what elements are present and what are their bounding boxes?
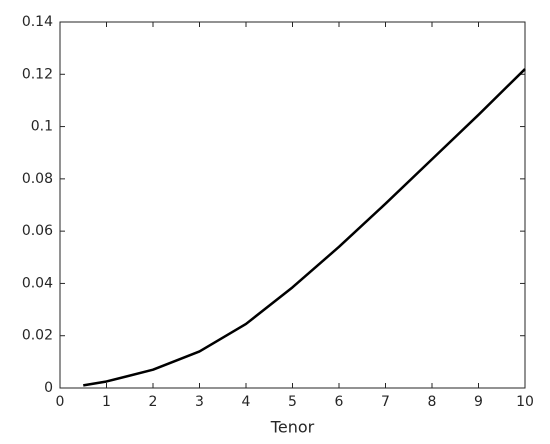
x-tick-label: 7 [381, 394, 390, 410]
x-tick-label: 10 [516, 394, 534, 410]
y-tick-label: 0.04 [22, 275, 53, 291]
x-tick-label: 6 [335, 394, 344, 410]
x-tick-label: 8 [428, 394, 437, 410]
x-tick-label: 9 [474, 394, 483, 410]
y-tick-label: 0.02 [22, 328, 53, 344]
x-tick-label: 3 [195, 394, 204, 410]
x-tick-label: 0 [56, 394, 65, 410]
plot-frame [59, 21, 526, 389]
x-axis-label: Tenor [270, 418, 315, 437]
y-tick-label: 0.1 [31, 119, 53, 135]
x-tick-label: 5 [288, 394, 297, 410]
y-tick-label: 0 [44, 380, 53, 396]
x-tick-label: 4 [242, 394, 251, 410]
y-tick-label: 0.14 [22, 14, 53, 30]
y-tick-label: 0.12 [22, 66, 53, 82]
x-tick-label: 1 [102, 394, 111, 410]
y-tick-label: 0.06 [22, 223, 53, 239]
x-tick-label: 2 [149, 394, 158, 410]
y-tick-label: 0.08 [22, 171, 53, 187]
data-line [83, 68, 526, 387]
